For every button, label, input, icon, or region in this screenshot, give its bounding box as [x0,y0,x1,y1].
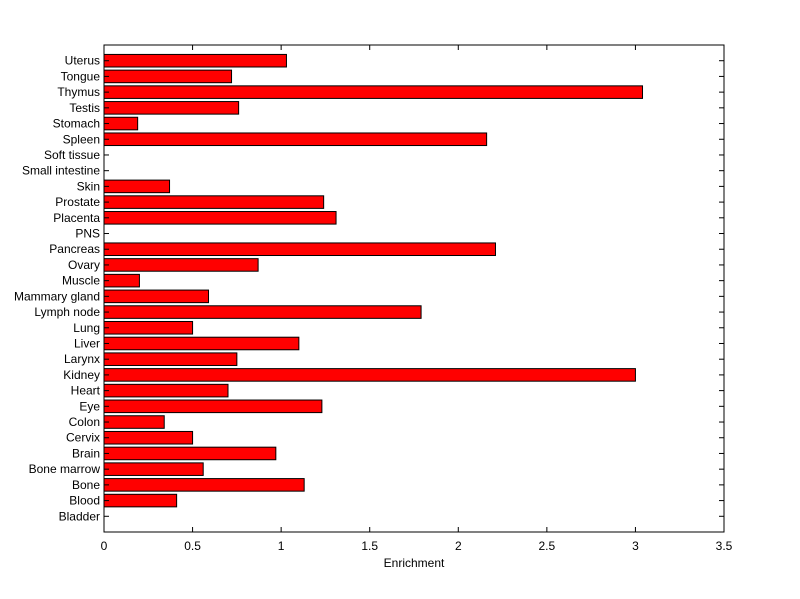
x-tick-label: 3 [632,539,639,553]
bar-liver [103,336,300,351]
bar-thymus [103,85,644,99]
y-tick-label: Kidney [63,368,100,382]
y-tick-label: Spleen [63,132,100,146]
bar-placenta [103,211,337,225]
bar-uterus [103,53,287,68]
bar-spleen [103,132,488,147]
plot-frame [103,44,725,533]
y-tick-label: Soft tissue [44,148,100,162]
x-tick-label: 0.5 [184,539,201,553]
bar-larynx [103,352,238,366]
y-tick-label: PNS [75,227,100,241]
bar-stomach [103,116,139,131]
y-tick-label: Uterus [65,54,100,68]
x-tick-label: 2 [455,539,462,553]
bar-tongue [103,69,233,84]
y-tick-label: Heart [71,384,101,398]
bar-bone-marrow [103,462,204,476]
bar-heart [103,383,229,398]
bar-lung [103,320,194,335]
x-tick-label: 1 [278,539,285,553]
y-tick-label: Muscle [62,274,100,288]
y-tick-label: Colon [69,415,100,429]
x-ticks-group: 0 0.5 1 1.5 2 2.5 3 3.5 [101,45,733,553]
y-tick-label: Mammary gland [14,289,100,303]
y-tick-label: Brain [72,446,100,460]
y-tick-label: Testis [69,101,100,115]
y-tick-label: Cervix [66,431,100,445]
bar-muscle [103,273,140,288]
y-tick-label: Blood [69,494,100,508]
x-axis-label: Enrichment [384,556,445,570]
y-tick-label: Pancreas [49,242,100,256]
bar-cervix [103,430,194,445]
bar-kidney [103,368,636,382]
x-tick-label: 1.5 [361,539,378,553]
y-tick-label: Lung [73,321,100,335]
bar-ovary [103,258,259,272]
x-tick-label: 3.5 [716,539,733,553]
bar-colon [103,415,165,429]
bar-blood [103,493,178,508]
y-tick-label: Liver [74,336,100,350]
bar-bone [103,478,305,492]
y-tick-label: Bladder [59,509,100,523]
bar-skin [103,179,171,194]
bar-testis [103,101,240,115]
y-tick-label: Bone [72,478,100,492]
y-tick-label: Skin [77,179,100,193]
y-tick-label: Larynx [64,352,100,366]
bar-pancreas [103,242,496,257]
x-tick-label: 0 [101,539,108,553]
x-tick-label: 2.5 [539,539,556,553]
y-tick-label: Prostate [55,195,100,209]
y-tick-label: Small intestine [22,164,100,178]
y-tick-label: Thymus [57,85,100,99]
bar-mammary-gland [103,289,210,304]
bar-lymph-node [103,305,422,319]
bar-brain [103,446,277,461]
y-tick-label: Eye [79,399,100,413]
y-tick-label: Placenta [53,211,100,225]
y-tick-label: Ovary [68,258,100,272]
y-tick-label: Bone marrow [29,462,101,476]
y-tick-label: Tongue [61,69,101,83]
y-tick-label: Lymph node [34,305,100,319]
y-tick-label: Stomach [53,117,100,131]
bar-prostate [103,195,325,209]
bar-eye [103,399,323,414]
